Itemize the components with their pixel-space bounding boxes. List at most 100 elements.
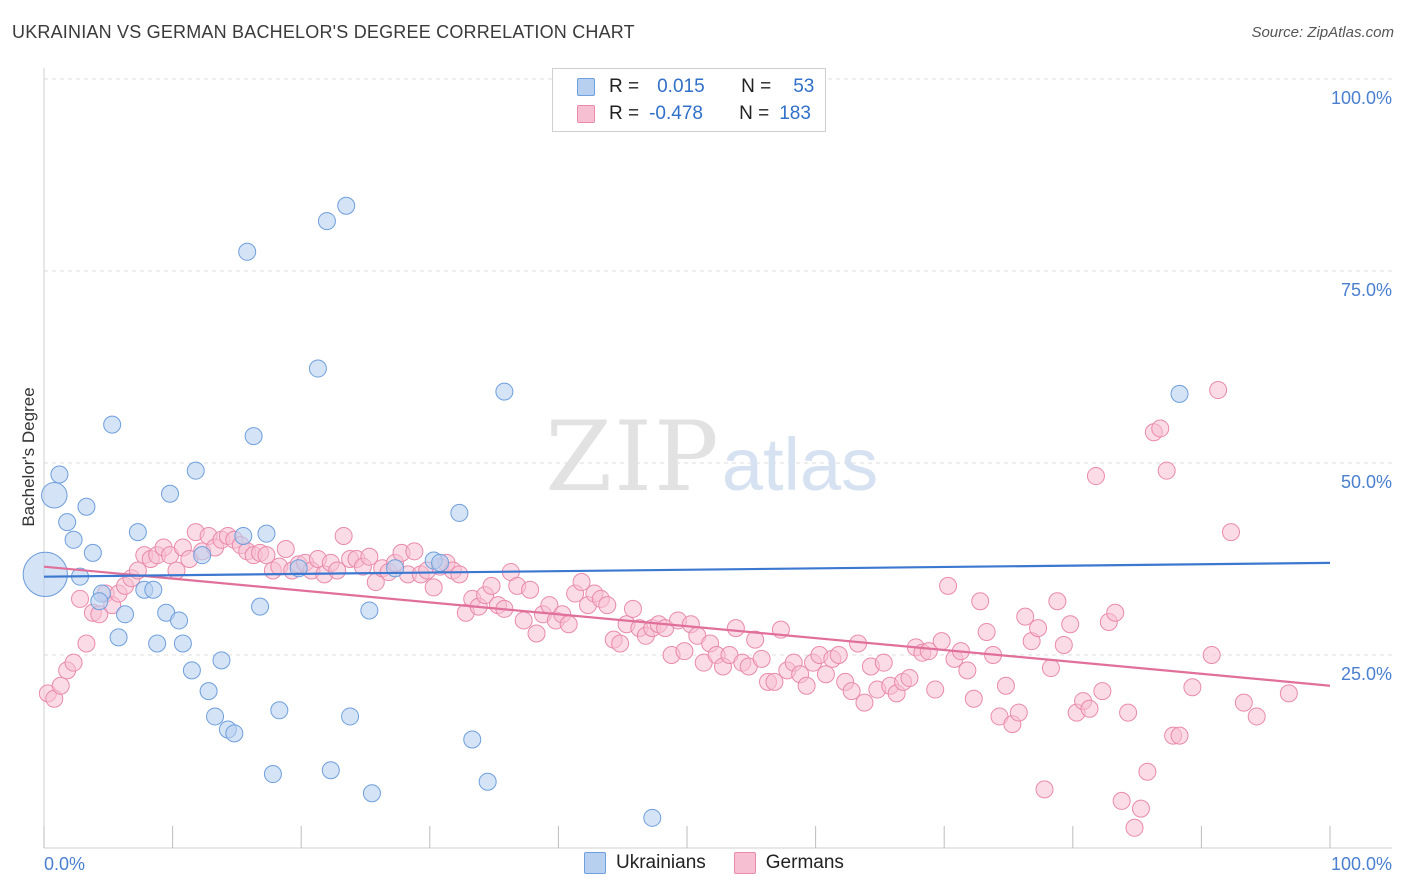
german-point [746,630,765,649]
ukrainian-point [144,580,163,599]
n-value: 183 [779,103,811,124]
ukrainian-point [1170,384,1189,403]
ukrainian-point [341,707,360,726]
ukrainian-point [495,382,514,401]
german-point [919,642,938,661]
german-point [598,596,617,615]
ukrainian-point [478,772,497,791]
ukrainian-point [263,765,282,784]
stats-legend: R = 0.015 N = 53 R = -0.478 N = 183 [552,68,826,132]
germans-legend-label: Germans [765,852,844,873]
watermark-zip: ZIP [545,401,720,513]
trend-lines [43,561,1331,687]
ukrainian-point [431,553,450,572]
ukrainian-point [109,628,128,647]
german-point [64,653,83,672]
ukrainian-point [128,523,147,542]
legend-row-ukrainians: R = 0.015 N = 53 [577,75,814,99]
german-point [1202,646,1221,664]
x-tick-label-min: 0.0% [44,854,85,874]
german-point [521,580,540,599]
ukrainian-point [186,461,205,480]
german-point [482,576,501,595]
ukrainian-point [362,784,381,803]
german-point [1279,684,1298,703]
german-point [765,672,784,691]
ukrainian-point [116,605,135,624]
ukrainians-legend-swatch [584,852,606,874]
german-point [675,642,694,661]
german-point [1170,726,1189,745]
ukrainian-point [22,551,68,597]
ukrainians-legend-label: Ukrainians [616,852,706,873]
legend-item-germans[interactable]: Germans [733,852,844,874]
ukrainian-point [103,415,122,434]
german-point [932,632,951,651]
series-legend: Ukrainians Germans [584,852,872,874]
german-point [926,680,945,699]
legend-item-ukrainians[interactable]: Ukrainians [584,852,706,874]
german-point [1035,780,1054,799]
ukrainians-points [22,196,1189,827]
german-point [1093,682,1112,701]
german-point [1016,607,1035,626]
ukrainian-point [257,524,276,543]
german-point [797,676,816,695]
german-point [1048,592,1067,611]
german-point [514,611,533,630]
german-point [1151,419,1170,438]
ukrainian-point [206,707,225,726]
german-point [1086,467,1105,486]
german-point [276,540,295,559]
german-point [855,693,874,712]
ukrainian-point [386,559,405,578]
axes [43,68,1392,849]
r-label: R = [609,103,640,124]
german-point [527,624,546,643]
r-value: -0.478 [649,103,703,124]
tick-labels: 25.0% 50.0% 75.0% 100.0% 0.0% 100.0% [44,88,1392,874]
ukrainian-point [360,601,379,620]
german-point [971,592,990,611]
german-point [1029,619,1048,638]
ukrainian-point [77,497,96,516]
german-point [1119,703,1138,722]
y-axis-label: Bachelor's Degree [19,387,38,526]
r-value: 0.015 [657,76,705,97]
ukrainian-point [148,634,167,653]
ukrainian-point [193,546,212,565]
ukrainian-point [199,682,218,701]
german-point [1061,615,1080,634]
german-point [1234,693,1253,712]
german-point [842,682,861,701]
ukrainian-point [182,661,201,680]
german-point [816,665,835,684]
german-point [726,619,745,638]
german-point [559,615,578,634]
german-point [1247,707,1266,726]
german-point [71,589,90,608]
german-point [939,576,958,595]
german-point [1138,762,1157,781]
german-point [1125,818,1144,837]
ukrainian-point [234,526,253,545]
ukrainian-point [90,592,109,611]
german-point [1041,659,1060,678]
ukrainian-point [317,212,336,231]
german-point [958,661,977,680]
ukrainian-point [225,724,244,743]
german-point [1009,703,1028,722]
ukrainian-point [308,359,327,378]
german-point [405,542,424,561]
german-point [874,653,893,672]
r-label: R = [609,76,640,97]
y-tick-label: 50.0% [1341,472,1392,492]
germans-trend-line [43,565,1331,687]
ukrainian-point [450,503,469,522]
german-point [257,546,276,565]
ukrainian-point [270,701,289,720]
german-point [77,634,96,653]
german-point [334,526,353,545]
german-point [572,573,591,592]
ukrainian-point [64,530,83,549]
